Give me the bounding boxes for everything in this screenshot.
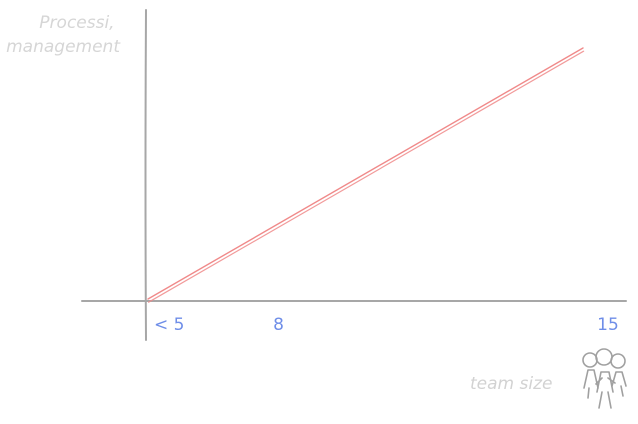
series-line-0 [147,47,584,300]
y-axis [144,9,147,341]
x-axis [81,300,627,303]
series-group [147,47,585,303]
series-line-0-stroke-2 [148,50,585,303]
y-axis-label-line-2: management [6,37,121,57]
x-tick-label-2: 15 [597,315,619,335]
y-axis-label: Processi, management [6,13,121,57]
x-axis-label: team size [470,374,552,394]
team-people-icon [582,348,627,409]
y-axis-label-line-1: Processi, [39,13,114,33]
x-tick-label-0: < 5 [154,315,184,335]
x-tick-labels: < 5 8 15 [154,315,619,335]
x-tick-label-1: 8 [273,315,284,335]
